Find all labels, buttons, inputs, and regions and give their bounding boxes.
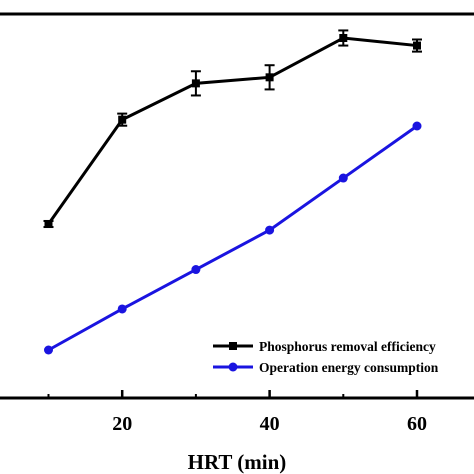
- legend-label: Phosphorus removal efficiency: [259, 339, 436, 354]
- data-point-energy: [191, 265, 201, 275]
- data-point-phosphorus: [44, 220, 53, 228]
- x-axis-label: HRT (min): [188, 450, 287, 474]
- data-point-phosphorus: [413, 41, 421, 50]
- series-line-phosphorus: [47, 36, 418, 225]
- data-point-energy: [44, 345, 53, 355]
- data-point-phosphorus: [191, 79, 200, 88]
- legend-marker: [229, 342, 237, 350]
- data-point-energy: [412, 121, 422, 131]
- data-point-energy: [338, 173, 348, 183]
- legend-label: Operation energy consumption: [259, 360, 439, 375]
- series-line-energy: [47, 124, 418, 352]
- data-point-phosphorus: [339, 34, 348, 42]
- data-point-energy: [265, 225, 275, 235]
- data-point-energy: [117, 304, 127, 314]
- data-point-phosphorus: [265, 73, 274, 82]
- data-point-phosphorus: [118, 115, 127, 124]
- x-tick-label: 60: [407, 413, 427, 435]
- legend-marker: [228, 362, 238, 372]
- x-tick-label: 20: [112, 413, 132, 435]
- x-tick-label: 40: [260, 413, 280, 435]
